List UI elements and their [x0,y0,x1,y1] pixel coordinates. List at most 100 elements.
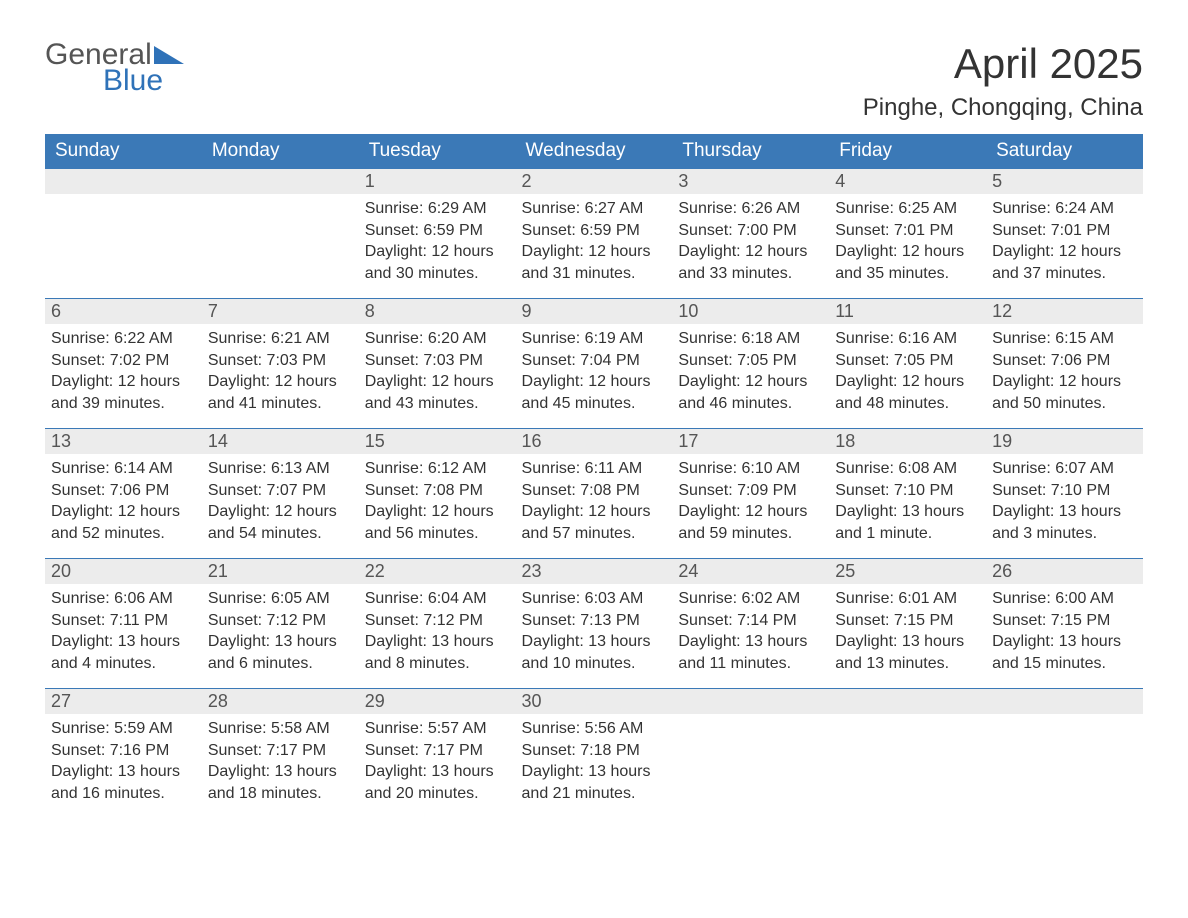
page-title: April 2025 [863,40,1143,88]
daylight-line: Daylight: 12 hours and 37 minutes. [992,241,1137,284]
daylight-line: Daylight: 13 hours and 20 minutes. [365,761,510,804]
calendar-day-cell: 9Sunrise: 6:19 AMSunset: 7:04 PMDaylight… [516,298,673,428]
daylight-line: Daylight: 13 hours and 13 minutes. [835,631,980,674]
weekday-header: Wednesday [516,134,673,168]
sunrise-line: Sunrise: 5:57 AM [365,718,510,740]
day-number-bar: 16 [516,428,673,454]
day-number-bar: 17 [672,428,829,454]
day-number-bar: 1 [359,168,516,194]
day-details: Sunrise: 6:14 AMSunset: 7:06 PMDaylight:… [45,454,202,554]
sunrise-line: Sunrise: 6:20 AM [365,328,510,350]
day-details: Sunrise: 6:01 AMSunset: 7:15 PMDaylight:… [829,584,986,684]
sunset-line: Sunset: 7:01 PM [992,220,1137,242]
sunrise-line: Sunrise: 6:19 AM [522,328,667,350]
calendar-day-cell: 28Sunrise: 5:58 AMSunset: 7:17 PMDayligh… [202,688,359,818]
sunset-line: Sunset: 7:14 PM [678,610,823,632]
day-number-bar: 24 [672,558,829,584]
day-details: Sunrise: 6:29 AMSunset: 6:59 PMDaylight:… [359,194,516,294]
sunrise-line: Sunrise: 6:00 AM [992,588,1137,610]
sunrise-line: Sunrise: 6:12 AM [365,458,510,480]
calendar-day-cell: 16Sunrise: 6:11 AMSunset: 7:08 PMDayligh… [516,428,673,558]
daylight-line: Daylight: 12 hours and 52 minutes. [51,501,196,544]
daylight-line: Daylight: 13 hours and 18 minutes. [208,761,353,804]
daylight-line: Daylight: 12 hours and 33 minutes. [678,241,823,284]
sunset-line: Sunset: 7:06 PM [992,350,1137,372]
header: General Blue April 2025 Pinghe, Chongqin… [45,40,1143,122]
calendar-day-cell: 26Sunrise: 6:00 AMSunset: 7:15 PMDayligh… [986,558,1143,688]
sunrise-line: Sunrise: 6:26 AM [678,198,823,220]
day-details: Sunrise: 6:19 AMSunset: 7:04 PMDaylight:… [516,324,673,424]
daylight-line: Daylight: 13 hours and 1 minute. [835,501,980,544]
daylight-line: Daylight: 12 hours and 31 minutes. [522,241,667,284]
calendar-day-cell: 23Sunrise: 6:03 AMSunset: 7:13 PMDayligh… [516,558,673,688]
daylight-line: Daylight: 12 hours and 43 minutes. [365,371,510,414]
calendar-day-cell: 18Sunrise: 6:08 AMSunset: 7:10 PMDayligh… [829,428,986,558]
calendar-day-cell: 8Sunrise: 6:20 AMSunset: 7:03 PMDaylight… [359,298,516,428]
sunrise-line: Sunrise: 6:02 AM [678,588,823,610]
day-number-bar: 7 [202,298,359,324]
sunset-line: Sunset: 7:01 PM [835,220,980,242]
sunset-line: Sunset: 6:59 PM [365,220,510,242]
day-number-bar: 4 [829,168,986,194]
day-number-bar: 30 [516,688,673,714]
day-details: Sunrise: 6:11 AMSunset: 7:08 PMDaylight:… [516,454,673,554]
sunrise-line: Sunrise: 6:01 AM [835,588,980,610]
day-details: Sunrise: 6:04 AMSunset: 7:12 PMDaylight:… [359,584,516,684]
daylight-line: Daylight: 13 hours and 11 minutes. [678,631,823,674]
sunrise-line: Sunrise: 6:03 AM [522,588,667,610]
daylight-line: Daylight: 13 hours and 16 minutes. [51,761,196,804]
calendar-row: 27Sunrise: 5:59 AMSunset: 7:16 PMDayligh… [45,688,1143,818]
calendar-empty-cell [45,168,202,298]
day-details: Sunrise: 6:27 AMSunset: 6:59 PMDaylight:… [516,194,673,294]
sunset-line: Sunset: 7:06 PM [51,480,196,502]
daylight-line: Daylight: 12 hours and 46 minutes. [678,371,823,414]
calendar-day-cell: 24 Sunrise: 6:02 AMSunset: 7:14 PMDayligh… [672,558,829,688]
calendar-row: 6Sunrise: 6:22 AMSunset: 7:02 PMDaylight… [45,298,1143,428]
day-number-bar: 9 [516,298,673,324]
sunset-line: Sunset: 7:02 PM [51,350,196,372]
daylight-line: Daylight: 12 hours and 41 minutes. [208,371,353,414]
day-details: Sunrise: 6:03 AMSunset: 7:13 PMDaylight:… [516,584,673,684]
sunset-line: Sunset: 7:12 PM [365,610,510,632]
calendar-day-cell: 27Sunrise: 5:59 AMSunset: 7:16 PMDayligh… [45,688,202,818]
day-number-bar [202,168,359,194]
weekday-header: Tuesday [359,134,516,168]
calendar-day-cell: 14Sunrise: 6:13 AMSunset: 7:07 PMDayligh… [202,428,359,558]
day-number-bar: 2 [516,168,673,194]
sunset-line: Sunset: 7:10 PM [835,480,980,502]
day-number-bar: 10 [672,298,829,324]
calendar-day-cell: 22Sunrise: 6:04 AMSunset: 7:12 PMDayligh… [359,558,516,688]
calendar-day-cell: 21Sunrise: 6:05 AMSunset: 7:12 PMDayligh… [202,558,359,688]
day-number-bar: 5 [986,168,1143,194]
day-details: Sunrise: 5:56 AMSunset: 7:18 PMDaylight:… [516,714,673,814]
calendar-day-cell: 7Sunrise: 6:21 AMSunset: 7:03 PMDaylight… [202,298,359,428]
day-details: Sunrise: 6:12 AMSunset: 7:08 PMDaylight:… [359,454,516,554]
day-details: Sunrise: 6:26 AMSunset: 7:00 PMDaylight:… [672,194,829,294]
weekday-header: Thursday [672,134,829,168]
sunrise-line: Sunrise: 6:07 AM [992,458,1137,480]
weekday-header: Saturday [986,134,1143,168]
day-details: Sunrise: 6:05 AMSunset: 7:12 PMDaylight:… [202,584,359,684]
calendar-day-cell: 11Sunrise: 6:16 AMSunset: 7:05 PMDayligh… [829,298,986,428]
sunset-line: Sunset: 7:12 PM [208,610,353,632]
calendar-day-cell: 1Sunrise: 6:29 AMSunset: 6:59 PMDaylight… [359,168,516,298]
sunset-line: Sunset: 7:17 PM [365,740,510,762]
day-details: Sunrise: 6:08 AMSunset: 7:10 PMDaylight:… [829,454,986,554]
sunrise-line: Sunrise: 6:05 AM [208,588,353,610]
sunset-line: Sunset: 7:13 PM [522,610,667,632]
calendar-day-cell: 15Sunrise: 6:12 AMSunset: 7:08 PMDayligh… [359,428,516,558]
day-number-bar: 22 [359,558,516,584]
sunrise-line: Sunrise: 6:27 AM [522,198,667,220]
calendar-day-cell: 25Sunrise: 6:01 AMSunset: 7:15 PMDayligh… [829,558,986,688]
day-details: Sunrise: 6:06 AMSunset: 7:11 PMDaylight:… [45,584,202,684]
daylight-line: Daylight: 12 hours and 45 minutes. [522,371,667,414]
day-number-bar: 15 [359,428,516,454]
calendar-empty-cell [672,688,829,818]
calendar-day-cell: 5Sunrise: 6:24 AMSunset: 7:01 PMDaylight… [986,168,1143,298]
daylight-line: Daylight: 12 hours and 59 minutes. [678,501,823,544]
weekday-header: Monday [202,134,359,168]
day-details: Sunrise: 6:18 AMSunset: 7:05 PMDaylight:… [672,324,829,424]
sunrise-line: Sunrise: 6:25 AM [835,198,980,220]
day-details: Sunrise: 6:15 AMSunset: 7:06 PMDaylight:… [986,324,1143,424]
sunrise-line: Sunrise: 6:10 AM [678,458,823,480]
